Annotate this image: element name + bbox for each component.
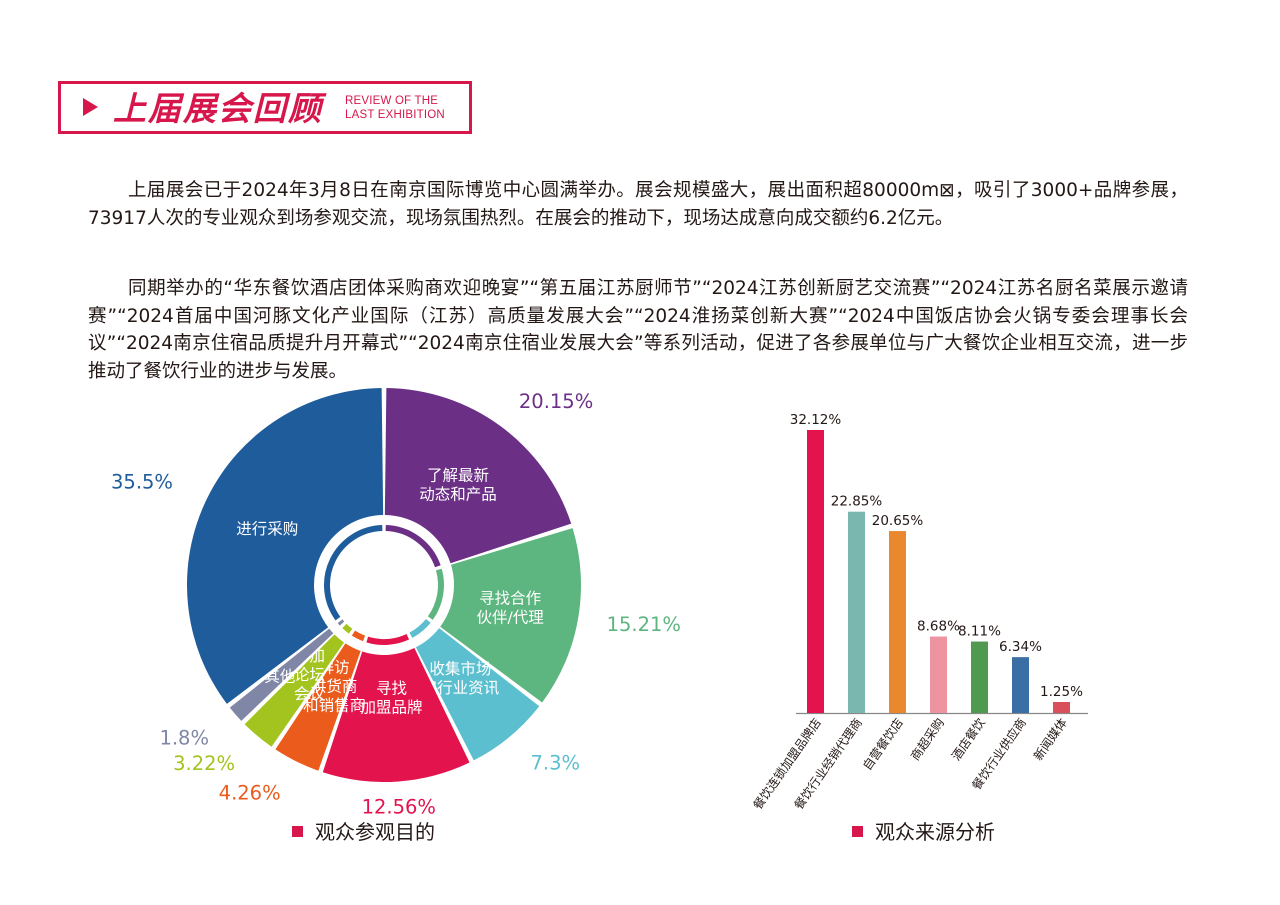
caption-square-icon	[852, 826, 863, 837]
pie-inner-ring-arc	[366, 634, 410, 645]
pie-slice-label: 寻找合作伙伴/代理	[476, 590, 543, 627]
pie-value-label: 35.5%	[111, 471, 173, 494]
bar	[848, 511, 865, 713]
pie-inner-ring-arc	[342, 623, 353, 634]
pie-slice-label: 其他	[264, 668, 295, 686]
section-title: 上届展会回顾	[113, 89, 323, 128]
bar-chart-title: 观众来源分析	[875, 820, 995, 844]
bar	[889, 531, 906, 713]
pie-slice-label-line: 供货商	[311, 677, 358, 695]
pie-slice-label-line: 进行采购	[236, 520, 298, 538]
pie-slice-label-line: 寻找	[376, 679, 408, 697]
bar-value-label: 20.65%	[872, 513, 924, 529]
pie-value-label: 20.15%	[519, 390, 593, 413]
section-title-english: REVIEW OF THE LAST EXHIBITION	[345, 94, 445, 122]
bar	[807, 430, 824, 713]
pie-slice-label-line: 寻找合作	[479, 590, 541, 608]
bar-value-label: 22.85%	[831, 494, 883, 510]
events-paragraph: 同期举办的“华东餐饮酒店团体采购商欢迎晚宴”“第五届江苏厨师节”“2024江苏创…	[88, 278, 1188, 382]
intro-paragraph: 上届展会已于2024年3月8日在南京国际博览中心圆满举办。展会规模盛大，展出面积…	[88, 180, 1188, 229]
pie-value-label: 15.21%	[607, 613, 681, 636]
pie-slice-label-line: 动态和产品	[419, 486, 497, 504]
pie-inner-ring-arc	[409, 618, 431, 638]
pie-center-hole	[334, 535, 434, 635]
visitor-purpose-donut-chart: 了解最新动态和产品 20.15% 寻找合作伙伴/代理 15.21% 收集市场和行业资讯 7…	[111, 388, 681, 819]
pie-value-label: 7.3%	[530, 751, 580, 774]
pie-slice	[244, 634, 345, 747]
bar-category-label: 商超采购	[907, 715, 947, 763]
section-title-english-line2: LAST EXHIBITION	[345, 109, 445, 121]
pie-inner-ring-arc	[427, 568, 444, 620]
pie-inner-ring-arc	[337, 619, 345, 626]
pie-slice-label-line: 了解最新	[427, 467, 489, 485]
pie-slice	[187, 388, 384, 704]
bar-value-label: 6.34%	[999, 639, 1042, 655]
pie-slice-label-line: 和销售商	[303, 696, 365, 714]
pie-slice-label-line: 伙伴/代理	[476, 609, 543, 627]
visitor-source-bar-chart: 32.12%餐饮连锁加盟品牌店22.85%餐饮行业经销代理商20.65%自营餐饮…	[750, 412, 1088, 812]
pie-inner-ring-arc	[351, 630, 366, 642]
bar	[1012, 657, 1029, 713]
pie-value-label: 4.26%	[219, 782, 281, 805]
bar-category-label: 自营餐饮店	[859, 715, 906, 773]
pie-slice-label: 拜访供货商和销售商	[303, 658, 365, 714]
bar-chart-caption: 观众来源分析	[852, 820, 995, 844]
pie-slice-label-line: 会议	[294, 685, 326, 703]
bar-category-label: 新闻媒体	[1030, 715, 1070, 763]
caption-square-icon	[292, 826, 303, 837]
pie-value-label: 1.8%	[159, 726, 209, 749]
bar	[1053, 701, 1070, 713]
play-arrow-icon	[83, 98, 98, 116]
bar-value-label: 8.11%	[958, 624, 1001, 640]
pie-slice-label-line: 其他	[264, 668, 295, 686]
pie-slice-label-line: 论坛	[294, 666, 325, 684]
bar-value-label: 32.12%	[790, 412, 842, 428]
pie-slice-label-line: 和行业资讯	[422, 679, 500, 697]
bar-value-label: 8.68%	[917, 619, 960, 635]
pie-slice-label-line: 收集市场	[429, 660, 491, 678]
pie-slice	[322, 648, 470, 782]
pie-slice	[440, 528, 581, 703]
pie-chart-title: 观众参观目的	[315, 820, 435, 844]
pie-slice-label: 收集市场和行业资讯	[422, 660, 500, 697]
pie-slice-label: 进行采购	[236, 520, 298, 538]
pie-slice	[275, 643, 361, 771]
bar	[930, 636, 947, 713]
pie-inner-ring-arc	[385, 525, 441, 568]
pie-slice-label: 寻找加盟品牌	[360, 679, 422, 716]
pie-chart-caption: 观众参观目的	[292, 820, 435, 844]
pie-slice-label-line: 加盟品牌	[360, 698, 422, 716]
pie-slice	[384, 388, 572, 564]
pie-inner-ring-arc	[324, 525, 383, 621]
bar-value-label: 1.25%	[1040, 684, 1083, 700]
section-title-english-line1: REVIEW OF THE	[345, 95, 439, 107]
pie-slice	[229, 628, 334, 721]
pie-value-label: 3.22%	[173, 752, 235, 775]
pie-slice-label: 了解最新动态和产品	[419, 467, 497, 504]
bar-category-label: 酒店餐饮	[948, 715, 988, 763]
pie-slice	[415, 628, 540, 761]
section-header: 上届展会回顾 REVIEW OF THE LAST EXHIBITION	[58, 81, 472, 134]
pie-value-label: 12.56%	[362, 796, 436, 819]
bar	[971, 641, 988, 713]
